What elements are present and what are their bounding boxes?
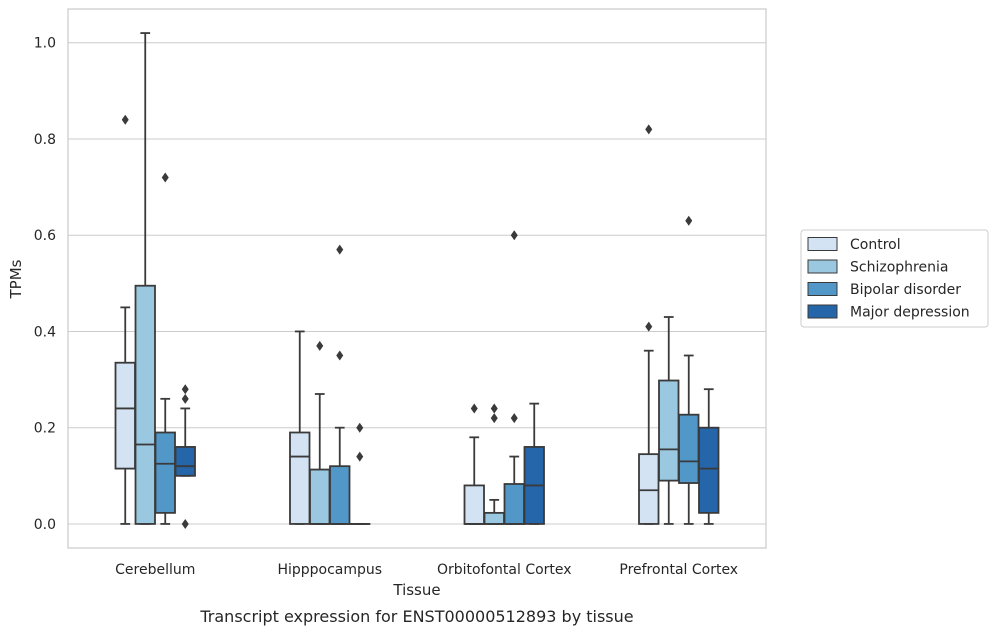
legend-swatch [807,282,838,296]
outlier-point [510,413,518,424]
box [463,484,485,525]
outlier-point [161,172,169,183]
legend-swatch [807,259,838,274]
y-axis-label: TPMs [7,259,25,299]
y-tick-label: 0.0 [34,517,56,533]
box [698,426,720,514]
outlier-point [645,124,653,135]
legend: Control Schizophrenia Bipolar disorder Majo… [800,229,989,328]
legend-swatch [807,237,838,251]
plot-frame [67,8,767,549]
box [134,284,156,525]
x-tick-label: Cerebellum [115,562,195,578]
y-tick-label: 0.8 [34,132,56,148]
x-tick-label: Hipppocampus [277,562,382,578]
box-group [289,330,311,525]
outlier-point [356,422,364,433]
legend-item-label: Control [850,237,901,253]
box [114,361,136,470]
box-group [698,388,720,525]
box-group [329,244,351,525]
box [658,379,680,482]
outlier-point [356,451,364,462]
legend-item-label: Major depression [850,305,970,321]
legend-swatch [807,304,838,319]
chart-caption: Transcript expression for ENST0000051289… [199,607,633,626]
box-group [134,32,156,525]
x-axis-label: Tissue [392,581,440,599]
outlier-point [181,518,189,529]
outlier-point [685,215,693,226]
box-group [638,124,660,525]
box-layer [114,32,720,529]
box [309,468,331,525]
outlier-point [470,403,478,414]
box [174,446,196,477]
legend-item-label: Schizophrenia [850,260,948,276]
outlier-point [510,230,518,241]
outlier-point [121,114,129,125]
box [678,413,700,484]
outlier-point [336,350,344,361]
box-group [523,402,545,525]
outlier-point [316,340,324,351]
outlier-point [336,244,344,255]
box-group [114,114,136,525]
box-group [463,403,485,525]
box-group [154,172,176,525]
y-axis-ticks: 0.0 0.2 0.4 0.6 0.8 1.0 [34,36,56,533]
box [483,511,505,525]
outlier-point [181,384,189,395]
x-tick-label: Orbitofontal Cortex [437,562,572,578]
box-group [678,215,700,525]
y-tick-label: 0.2 [34,421,56,437]
outlier-point [645,321,653,332]
box [289,431,311,525]
box-group [503,230,525,525]
y-tick-label: 1.0 [34,36,56,52]
y-tick-label: 0.4 [34,324,56,340]
box [638,453,660,525]
box-group [658,316,680,525]
box [503,483,525,525]
box [154,431,176,514]
box-group [483,403,505,525]
x-tick-label: Prefrontal Cortex [619,562,738,578]
outlier-point [181,393,189,404]
y-tick-label: 0.6 [34,228,56,244]
box-group [309,340,331,525]
legend-frame [800,229,989,328]
x-axis-ticks: Cerebellum Hipppocampus Orbitofontal Corte… [115,562,738,578]
legend-item-label: Bipolar disorder [850,282,961,298]
outlier-point [490,413,498,424]
box-group [174,384,196,529]
box [329,465,351,525]
outlier-point [490,403,498,414]
box-group [349,422,371,525]
